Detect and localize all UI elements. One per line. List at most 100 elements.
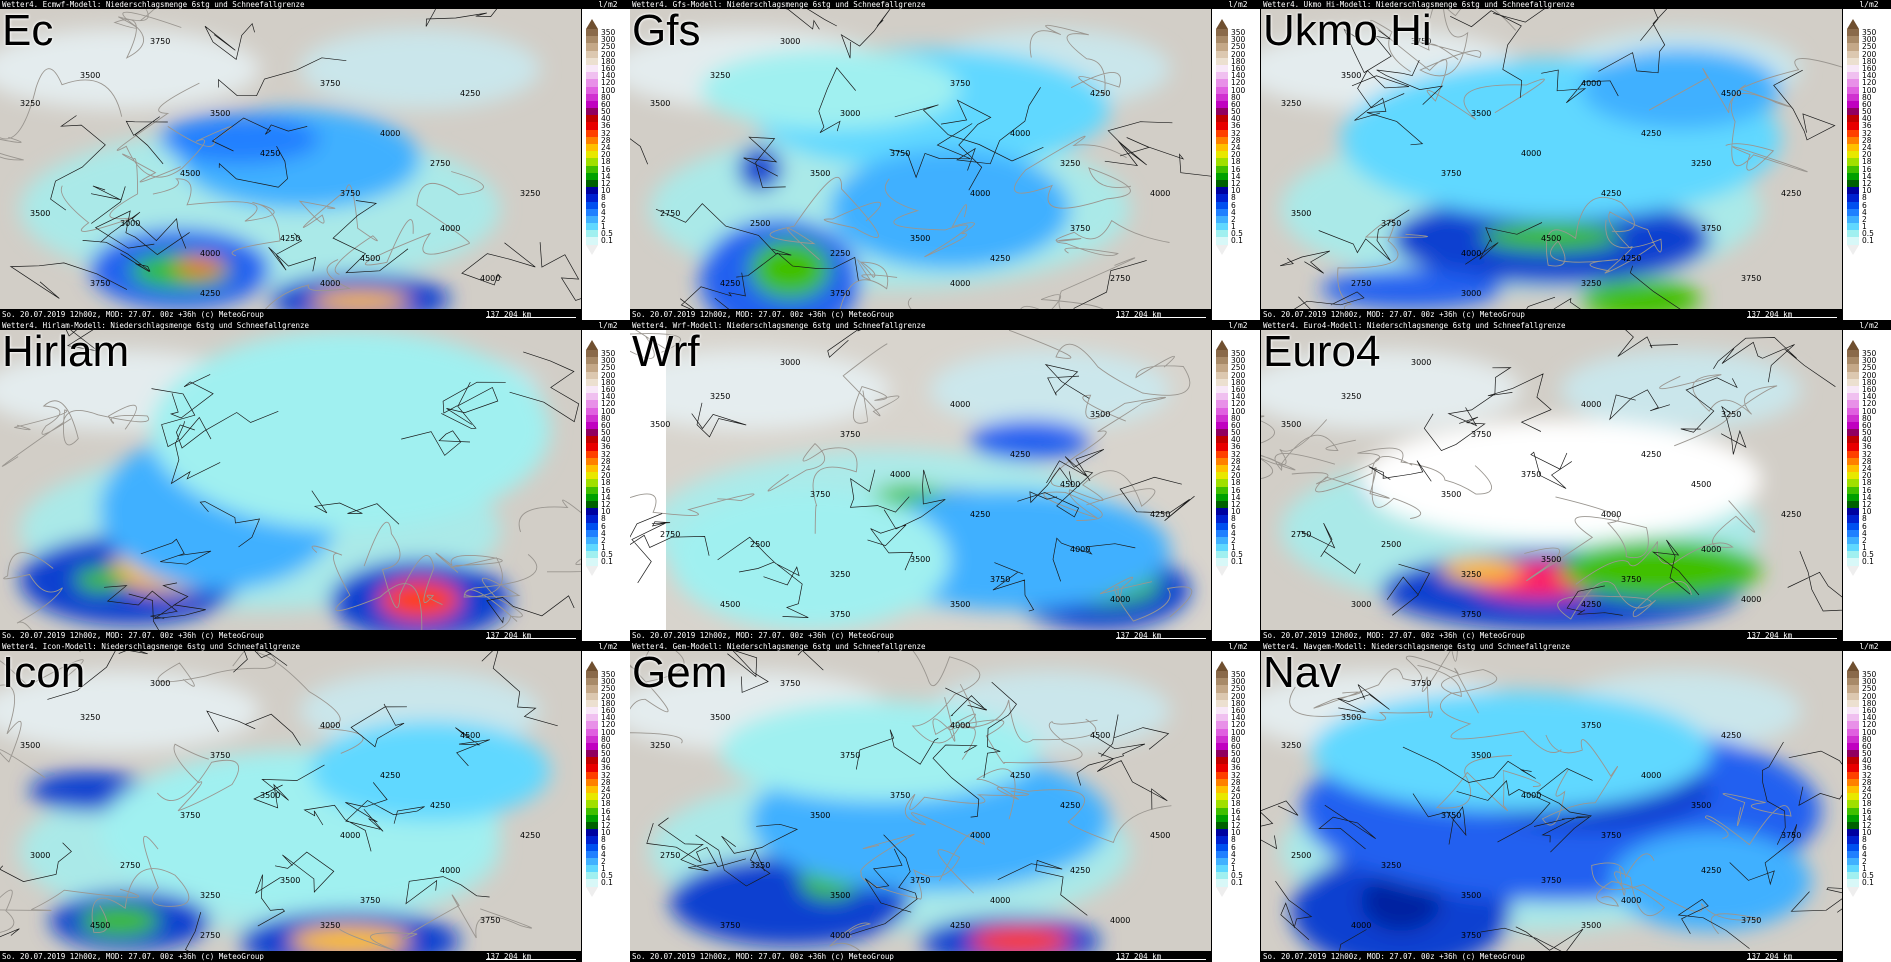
legend-swatch	[1216, 786, 1228, 794]
legend-level-label: 18	[1231, 157, 1241, 167]
legend-swatch	[1847, 436, 1859, 444]
legend-level-label: 8	[1231, 514, 1236, 524]
legend-level-label: 1	[1231, 543, 1236, 553]
snowfall-limit-label: 3500	[1441, 490, 1462, 499]
legend-unit: l/m2	[1859, 321, 1879, 330]
legend-level-label: 28	[1231, 135, 1241, 145]
legend-swatch	[1847, 223, 1859, 231]
snowfall-limit-label: 4000	[950, 721, 971, 730]
snowfall-limit-label: 3750	[1411, 37, 1432, 46]
snowfall-limit-label: 4000	[1461, 249, 1482, 258]
legend-swatch	[1216, 450, 1228, 458]
legend-level-label: 40	[1231, 435, 1241, 445]
snowfall-limit-label: 2750	[660, 209, 681, 218]
legend-swatch	[1847, 879, 1859, 887]
snowfall-limit-label: 4250	[260, 149, 281, 158]
legend-swatch	[586, 685, 598, 693]
legend-swatch	[586, 443, 598, 451]
snowfall-limit-label: 3250	[1691, 159, 1712, 168]
legend-swatch	[1216, 158, 1228, 166]
legend-level-label: 80	[601, 734, 611, 744]
legend-level-label: 10	[1862, 828, 1872, 838]
legend-level-label: 60	[1231, 99, 1241, 109]
legend-swatch	[1216, 879, 1228, 887]
legend-swatch	[1216, 100, 1228, 109]
legend-swatch	[1847, 151, 1859, 159]
scale-bar-label: 137 204 km	[1116, 952, 1162, 961]
legend-level-label: 50	[1862, 749, 1872, 759]
legend-level-label: 8	[1231, 193, 1236, 203]
legend-swatch	[1847, 86, 1859, 94]
precipitation-map: 3000 3250 3500 3000 3750 4000 4250 3500 3750 4000…	[630, 9, 1211, 309]
legend-swatch	[1216, 179, 1228, 188]
snowfall-limit-label: 3500	[1090, 410, 1111, 419]
snowfall-limit-label: 3750	[1581, 721, 1602, 730]
snowfall-limit-label: 3500	[1691, 801, 1712, 810]
snowfall-limit-label: 4500	[460, 731, 481, 740]
snowfall-limit-label: 4000	[1150, 189, 1171, 198]
legend-swatch	[1847, 544, 1859, 552]
legend-level-label: 24	[1231, 464, 1241, 473]
legend-swatch	[1216, 850, 1228, 858]
legend-swatch	[1216, 79, 1228, 87]
snowfall-limit-label: 2750	[200, 931, 221, 940]
snowfall-limit-label: 3000	[1351, 600, 1372, 609]
legend-level-label: 40	[1231, 756, 1241, 766]
legend-level-label: 50	[601, 428, 611, 438]
snowfall-limit-label: 4250	[1060, 801, 1081, 810]
snowfall-limit-label: 4500	[360, 254, 381, 263]
snowfall-limit-label: 3500	[650, 420, 671, 429]
legend-level-label: 14	[1862, 492, 1872, 502]
legend-level-label: 0.5	[1231, 871, 1243, 881]
model-name: Wrf	[632, 330, 700, 376]
legend-level-label: 32	[1231, 770, 1241, 780]
legend-swatch	[586, 414, 598, 422]
model-name: Icon	[2, 651, 86, 697]
legend-swatch	[1216, 529, 1228, 537]
snowfall-limit-label: 2750	[1351, 279, 1372, 288]
legend-level-label: 12	[1231, 178, 1241, 188]
legend-arrow-bottom-icon	[1216, 566, 1228, 576]
legend-swatch	[1847, 158, 1859, 166]
legend-swatch	[1847, 522, 1859, 530]
precipitation-legend: 350 300 250 200 180 160 140 120 100 80 60 50 40 36 32 2…	[1212, 330, 1260, 641]
legend-swatch	[586, 43, 598, 51]
legend-level-label: 16	[601, 485, 611, 495]
snowfall-limit-label: 4250	[460, 89, 481, 98]
legend-level-label: 300	[601, 677, 616, 687]
legend-swatch	[586, 814, 598, 822]
legend-level-label: 12	[1862, 499, 1872, 509]
snowfall-limit-label: 3000	[120, 219, 141, 228]
snowfall-limit-label: 2250	[830, 249, 851, 258]
snowfall-limit-label: 3500	[1471, 109, 1492, 118]
legend-level-label: 10	[1231, 186, 1241, 196]
legend-level-label: 80	[1231, 92, 1241, 102]
legend-level-label: 50	[1231, 107, 1241, 117]
legend-swatch	[1216, 671, 1228, 679]
legend-level-label: 160	[601, 63, 616, 73]
legend-swatch	[586, 508, 598, 516]
legend-swatch	[586, 364, 598, 372]
snowfall-limit-label: 3250	[650, 741, 671, 750]
snowfall-limit-label: 2750	[430, 159, 451, 168]
snowfall-limit-label: 4000	[480, 274, 501, 283]
legend-swatch	[586, 486, 598, 494]
precipitation-map: 3000 3250 3500 3750 4000 4250 3500 3750 4000 4250…	[630, 330, 1211, 630]
legend-swatch	[1847, 364, 1859, 372]
legend-level-label: 12	[1862, 820, 1872, 830]
model-panel-ec: Wetter4. Ecmwf-Modell: Niederschlagsmeng…	[0, 0, 630, 320]
legend-level-label: 200	[1231, 370, 1246, 380]
legend-level-label: 12	[601, 499, 611, 509]
legend-swatch	[1216, 36, 1228, 44]
legend-level-label: 4	[1231, 207, 1236, 217]
legend-swatch	[1847, 692, 1859, 700]
legend-level-label: 16	[1862, 806, 1872, 816]
legend-level-label: 0.5	[1231, 550, 1243, 560]
legend-swatch	[1216, 544, 1228, 552]
scale-bar: 137 204 km	[1747, 951, 1837, 962]
legend-swatch	[1847, 108, 1859, 116]
legend-swatch	[1216, 421, 1228, 430]
map-field	[1261, 651, 1842, 951]
legend-swatch	[1216, 522, 1228, 530]
snowfall-limit-label: 3000	[1461, 289, 1482, 298]
